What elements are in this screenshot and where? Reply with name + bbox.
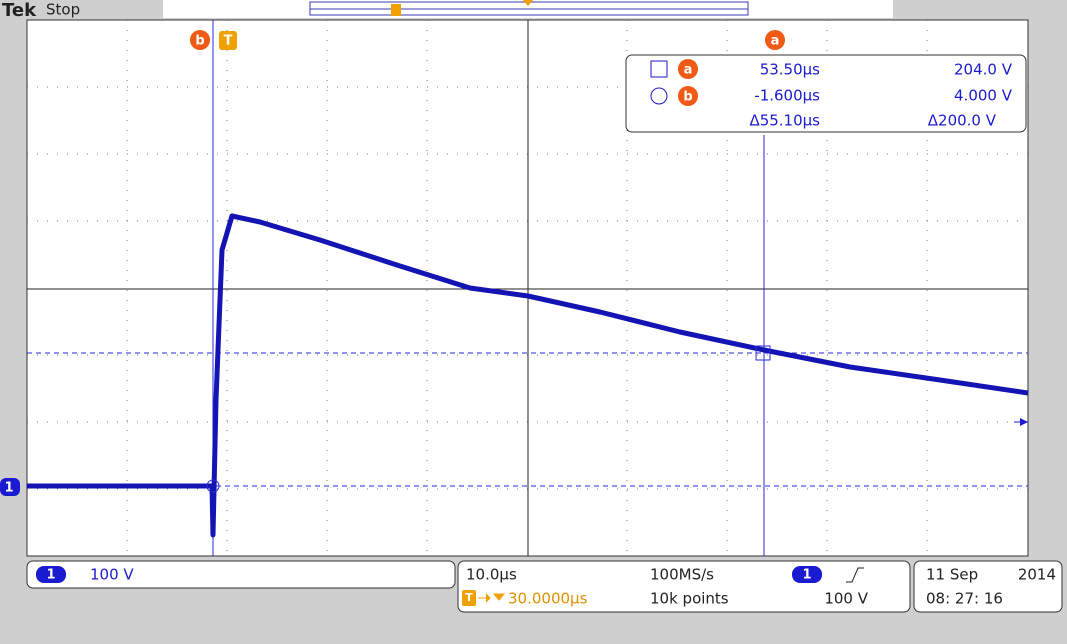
trigger-pos: 30.0000µs — [508, 590, 588, 608]
readout-badge-a-label: a — [684, 63, 693, 78]
trigger-label: T — [224, 34, 233, 49]
badge-a-label: a — [771, 34, 780, 49]
date-box — [913, 560, 1063, 613]
year: 2014 — [1018, 566, 1056, 584]
ch1-scale: 100 V — [90, 566, 134, 584]
record-center — [523, 0, 533, 6]
trig-pos-arrow — [478, 593, 506, 603]
a-volt: 204.0 V — [954, 61, 1013, 79]
grid — [27, 20, 1028, 556]
trig-channel-badge — [792, 566, 822, 583]
cursor-a-point — [755, 345, 771, 361]
badge-a — [765, 30, 785, 50]
channel-box — [26, 560, 456, 589]
trigger-level: 100 V — [824, 590, 868, 608]
date: 11 Sep — [926, 566, 978, 584]
timebase: 10.0µs — [466, 566, 517, 584]
readout-badge-a — [678, 59, 698, 79]
trig-pos-badge-label: T — [465, 591, 473, 604]
ground-marker — [0, 478, 20, 496]
trig-channel-label: 1 — [802, 568, 811, 583]
square-icon — [650, 60, 668, 78]
record-length: 10k points — [650, 590, 729, 608]
record-trigger — [391, 4, 401, 16]
sample-rate: 100MS/s — [650, 566, 714, 584]
waveform — [27, 213, 1029, 538]
channel-badge — [36, 566, 66, 583]
b-time: -1.600µs — [754, 87, 820, 105]
readout-badge-b-label: b — [683, 90, 692, 105]
badge-b-label: b — [195, 34, 204, 49]
brand: Tek — [2, 0, 37, 21]
edge-icon — [846, 567, 864, 583]
trig-pos-badge — [462, 590, 476, 606]
a-time: 53.50µs — [760, 61, 820, 79]
readout-box — [625, 54, 1027, 133]
delta-volt: Δ200.0 V — [928, 112, 997, 130]
ground-label: 1 — [4, 481, 13, 496]
cursor-b-point — [206, 479, 220, 493]
badge-b — [190, 30, 210, 50]
delta-time: Δ55.10µs — [749, 112, 820, 130]
b-volt: 4.000 V — [954, 87, 1013, 105]
status: Stop — [46, 1, 80, 19]
trigger-badge — [219, 31, 237, 50]
readout-badge-b — [678, 86, 698, 106]
channel-badge-label: 1 — [46, 568, 55, 583]
time: 08: 27: 16 — [926, 590, 1003, 608]
circle-icon — [650, 87, 668, 105]
